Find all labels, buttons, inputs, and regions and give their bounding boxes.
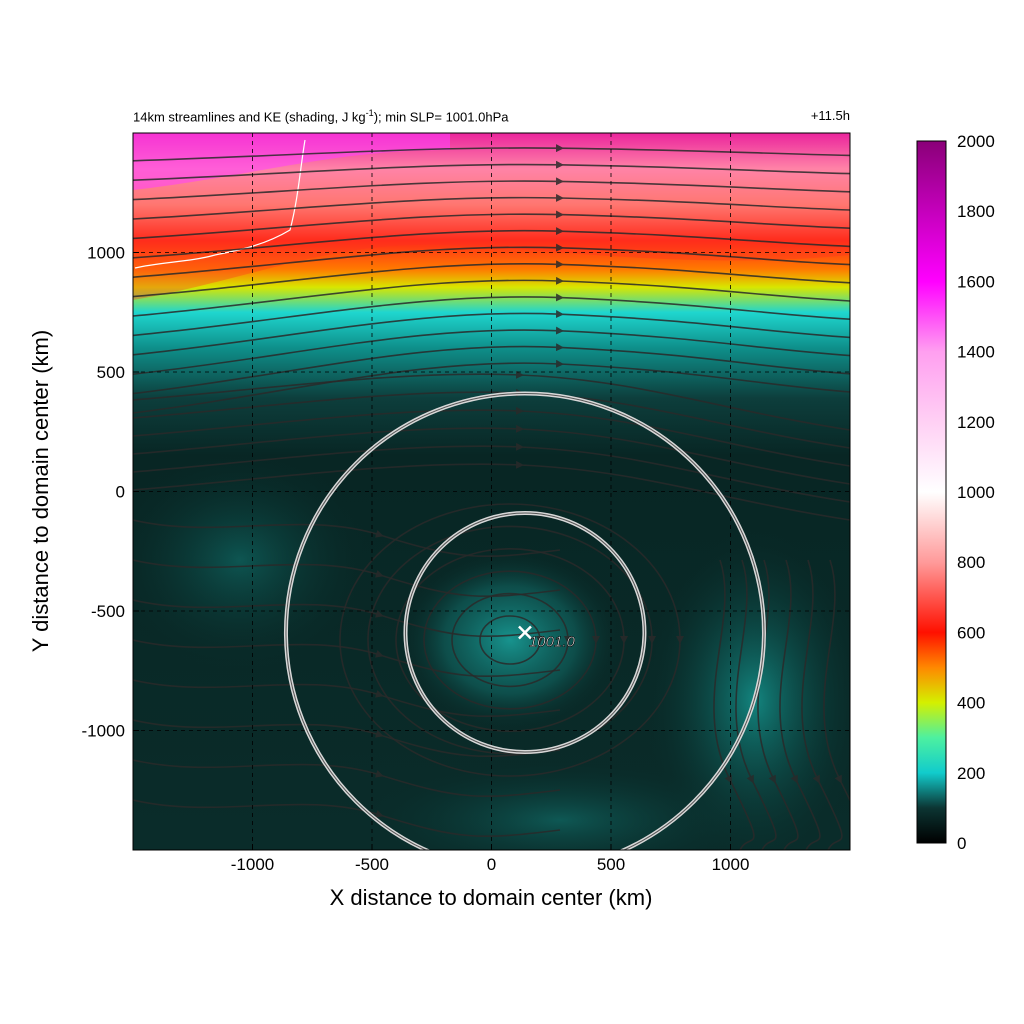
chart-title: 14km streamlines and KE (shading, J kg-1…: [133, 108, 509, 125]
streamline: [133, 599, 561, 638]
streamline: [339, 503, 684, 777]
streamline: [133, 326, 850, 375]
streamline: [133, 406, 850, 467]
streamline: [133, 293, 850, 337]
x-axis-ticks: -1000 -500 0 500 1000: [231, 844, 750, 874]
streamline: [133, 177, 850, 201]
streamline: [133, 639, 561, 678]
colorbar-tick-label: 1000: [957, 483, 995, 502]
colorbar-tick-label: 1200: [957, 413, 995, 432]
center-x-mark: [518, 625, 532, 640]
center-marker: 1001.0: [518, 625, 576, 651]
colorbar-tick-label: 800: [957, 553, 985, 572]
streamline: [479, 615, 544, 665]
y-tick-label: 500: [97, 363, 125, 382]
streamline: [451, 592, 572, 688]
center-pressure-label: 1001.0: [529, 634, 576, 651]
y-tick-label: 0: [116, 483, 125, 502]
streamline: [133, 227, 850, 259]
x-tick-label: 1000: [712, 855, 750, 874]
colorbar-tick-label: 1400: [957, 343, 995, 362]
streamline: [133, 442, 850, 503]
radius-circle-core: [404, 512, 645, 753]
streamline: [133, 260, 850, 298]
radius-circles: [284, 391, 766, 850]
forecast-hour: +11.5h: [810, 108, 850, 123]
streamline: [133, 160, 850, 181]
radius-circle-core: [285, 393, 765, 850]
streamline: [367, 525, 656, 755]
y-tick-label: -500: [91, 602, 125, 621]
streamline: [133, 719, 561, 758]
colorbar-tick-label: 600: [957, 623, 985, 642]
streamline: [133, 424, 850, 485]
colorbar-tick-label: 0: [957, 834, 966, 853]
x-tick-label: -500: [355, 855, 389, 874]
streamline: [133, 559, 561, 598]
y-axis-ticks: -1000 -500 0 500 1000: [82, 244, 139, 741]
y-tick-label: -1000: [82, 722, 125, 741]
plot-area: 1001.0: [133, 133, 850, 850]
streamlines: [133, 144, 850, 850]
colorbar: [916, 140, 947, 844]
colorbar-tick-label: 1800: [957, 202, 995, 221]
colorbar-tick-label: 1600: [957, 272, 995, 291]
streamline: [133, 460, 850, 521]
colorbar-tick-label: 200: [957, 764, 985, 783]
x-axis-label: X distance to domain center (km): [330, 885, 653, 910]
streamline: [713, 559, 755, 850]
south-ke: [360, 760, 760, 850]
colorbar-ticks: 0 200 400 600 800 1000 1200 1400 1600 1800 2000: [957, 132, 995, 853]
streamline: [133, 276, 850, 317]
streamline: [779, 559, 821, 850]
streamline: [133, 759, 561, 798]
streamline: [133, 193, 850, 220]
x-tick-label: 0: [487, 855, 496, 874]
inner-core-ke: [400, 550, 620, 730]
streamline: [133, 243, 850, 278]
x-tick-label: 500: [597, 855, 625, 874]
colorbar-tick-label: 2000: [957, 132, 995, 151]
streamline: [133, 519, 561, 558]
colorbar-tick-label: 400: [957, 694, 985, 713]
streamline: [133, 343, 850, 395]
streamline: [133, 679, 561, 718]
streamline: [823, 559, 850, 850]
streamline: [133, 370, 850, 431]
streamline: [801, 559, 843, 850]
y-axis-label: Y distance to domain center (km): [28, 330, 53, 652]
streamline: [133, 359, 850, 414]
streamline: [133, 210, 850, 240]
y-tick-label: 1000: [87, 244, 125, 263]
streamline: [395, 548, 628, 732]
streamline: [423, 570, 600, 710]
streamline: [735, 559, 777, 850]
streamline: [133, 144, 850, 162]
streamline: [133, 799, 561, 838]
streamline: [757, 559, 799, 850]
streamline: [133, 310, 850, 356]
southeast-ke: [645, 530, 850, 850]
west-ke: [133, 450, 370, 670]
jet-max-band: [133, 133, 450, 190]
x-tick-label: -1000: [231, 855, 274, 874]
